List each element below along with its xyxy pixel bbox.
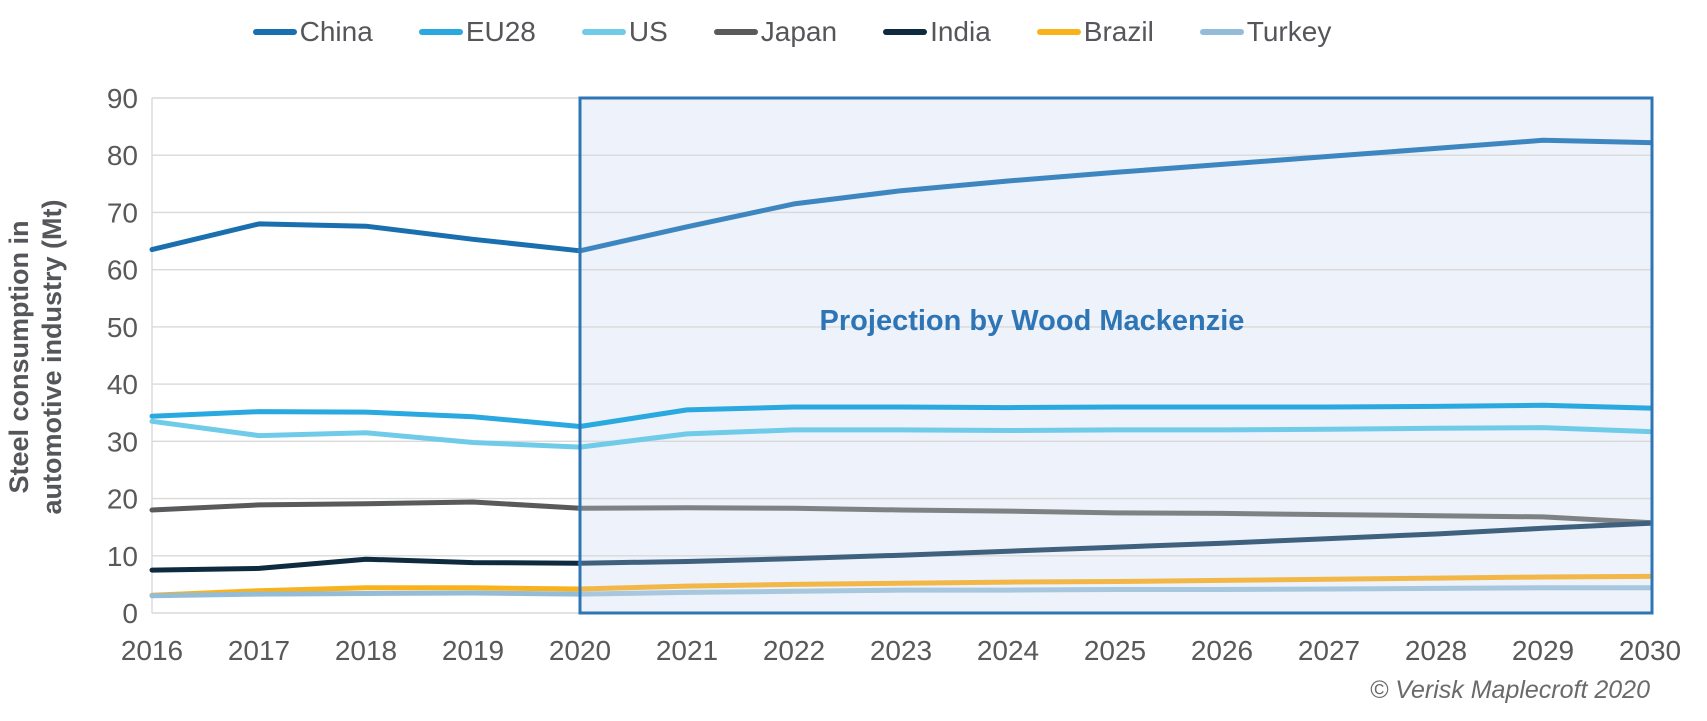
- legend-swatch-icon: [581, 29, 626, 35]
- x-tick-label: 2026: [1191, 635, 1253, 666]
- y-tick-label: 30: [107, 426, 138, 457]
- projection-region: [580, 98, 1652, 613]
- legend-swatch-icon: [1036, 29, 1081, 35]
- legend-label: China: [299, 16, 373, 47]
- series-segment: [577, 505, 1653, 526]
- x-tick-label: 2021: [656, 635, 718, 666]
- series-segment: [149, 499, 583, 513]
- x-tick-label: 2029: [1512, 635, 1574, 666]
- x-tick-label: 2017: [228, 635, 290, 666]
- x-tick-label: 2020: [549, 635, 611, 666]
- x-tick-label: 2016: [121, 635, 183, 666]
- copyright: © Verisk Maplecroft 2020: [1369, 676, 1650, 704]
- legend: China EU28 US Japan India Brazil Turkey: [152, 16, 1432, 48]
- y-tick-label: 20: [107, 484, 138, 515]
- legend-label: India: [930, 16, 991, 47]
- y-tick-label: 10: [107, 541, 138, 572]
- series-segment: [149, 556, 583, 573]
- legend-swatch-icon: [1199, 29, 1244, 35]
- projection-box-border: [578, 96, 1654, 615]
- x-tick-label: 2024: [977, 635, 1039, 666]
- series-segment: [577, 402, 1653, 429]
- legend-swatch-icon: [883, 29, 928, 35]
- series-line-turkey: [149, 585, 1653, 599]
- series-segment: [149, 418, 583, 450]
- legend-item-japan: Japan: [713, 16, 838, 48]
- legend-swatch-icon: [713, 29, 758, 35]
- x-tick-label: 2018: [335, 635, 397, 666]
- legend-label: EU28: [465, 16, 536, 47]
- y-tick-label: 70: [107, 197, 138, 228]
- series-line-india: [149, 520, 1653, 573]
- y-tick-label: 60: [107, 255, 138, 286]
- y-tick-label: 50: [107, 312, 138, 343]
- series-segment: [577, 137, 1653, 254]
- series-segment: [577, 573, 1653, 592]
- x-tick-label: 2019: [442, 635, 504, 666]
- projection-annotation: Projection by Wood Mackenzie: [819, 305, 1245, 337]
- legend-label: Japan: [760, 16, 838, 47]
- x-tick-label: 2027: [1298, 635, 1360, 666]
- y-tick-label: 80: [107, 140, 138, 171]
- x-tick-label: 2025: [1084, 635, 1146, 666]
- series-segment: [149, 590, 583, 599]
- x-tick-label: 2022: [763, 635, 825, 666]
- legend-item-brazil: Brazil: [1036, 16, 1154, 48]
- series-segment: [149, 221, 583, 254]
- series-segment: [577, 585, 1653, 597]
- legend-item-us: US: [581, 16, 668, 48]
- legend-label: Turkey: [1246, 16, 1332, 47]
- legend-label: US: [628, 16, 668, 47]
- y-tick-label: 40: [107, 369, 138, 400]
- series-segment: [577, 425, 1653, 450]
- legend-item-eu28: EU28: [418, 16, 536, 48]
- series-line-eu28: [149, 402, 1653, 429]
- legend-item-turkey: Turkey: [1199, 16, 1332, 48]
- legend-swatch-icon: [252, 29, 297, 35]
- y-tick-label: 0: [122, 598, 138, 629]
- series-segment: [149, 409, 583, 429]
- legend-swatch-icon: [418, 29, 463, 35]
- series-line-china: [149, 137, 1653, 254]
- legend-label: Brazil: [1083, 16, 1154, 47]
- x-tick-label: 2030: [1619, 635, 1681, 666]
- series-line-japan: [149, 499, 1653, 526]
- legend-item-china: China: [252, 16, 373, 48]
- legend-item-india: India: [883, 16, 991, 48]
- x-tick-label: 2023: [870, 635, 932, 666]
- series-line-us: [149, 418, 1653, 450]
- series-segment: [577, 520, 1653, 566]
- y-tick-label: 90: [107, 83, 138, 114]
- x-tick-label: 2028: [1405, 635, 1467, 666]
